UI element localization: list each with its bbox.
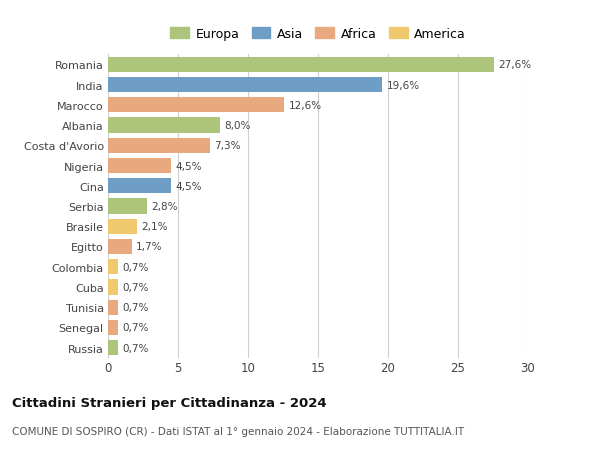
Legend: Europa, Asia, Africa, America: Europa, Asia, Africa, America	[166, 23, 470, 46]
Text: 4,5%: 4,5%	[175, 161, 202, 171]
Bar	[108, 219, 137, 234]
Bar	[108, 300, 118, 315]
Text: 2,8%: 2,8%	[151, 202, 178, 212]
Text: 0,7%: 0,7%	[122, 282, 148, 292]
Bar	[108, 139, 210, 153]
Bar	[108, 57, 494, 73]
Bar	[108, 280, 118, 295]
Text: 0,7%: 0,7%	[122, 323, 148, 333]
Bar	[108, 239, 132, 254]
Bar	[108, 341, 118, 355]
Text: COMUNE DI SOSPIRO (CR) - Dati ISTAT al 1° gennaio 2024 - Elaborazione TUTTITALIA: COMUNE DI SOSPIRO (CR) - Dati ISTAT al 1…	[12, 426, 464, 436]
Text: 2,1%: 2,1%	[142, 222, 168, 232]
Bar	[108, 199, 147, 214]
Bar	[108, 259, 118, 274]
Bar	[108, 158, 171, 174]
Text: 1,7%: 1,7%	[136, 242, 163, 252]
Bar	[108, 320, 118, 335]
Text: 7,3%: 7,3%	[214, 141, 241, 151]
Bar	[108, 78, 382, 93]
Text: 4,5%: 4,5%	[175, 181, 202, 191]
Text: 0,7%: 0,7%	[122, 343, 148, 353]
Bar	[108, 118, 220, 133]
Text: 8,0%: 8,0%	[224, 121, 251, 131]
Bar	[108, 98, 284, 113]
Text: 27,6%: 27,6%	[499, 60, 532, 70]
Text: 0,7%: 0,7%	[122, 302, 148, 313]
Text: 0,7%: 0,7%	[122, 262, 148, 272]
Bar	[108, 179, 171, 194]
Text: 19,6%: 19,6%	[386, 80, 420, 90]
Text: Cittadini Stranieri per Cittadinanza - 2024: Cittadini Stranieri per Cittadinanza - 2…	[12, 396, 326, 409]
Text: 12,6%: 12,6%	[289, 101, 322, 111]
